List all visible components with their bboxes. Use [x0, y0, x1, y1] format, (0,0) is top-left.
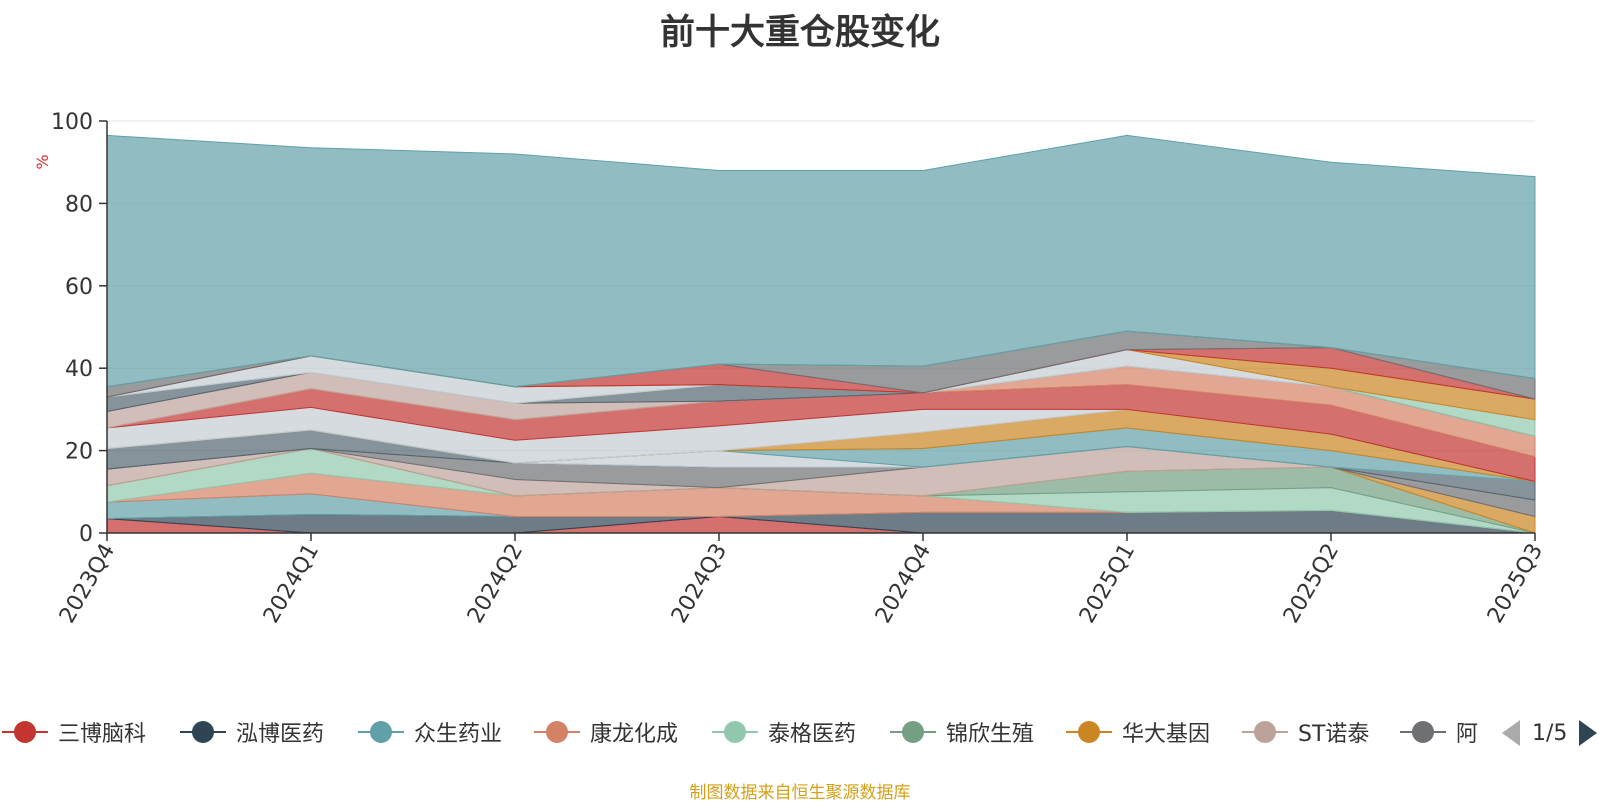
x-tick-label: 2024Q2: [463, 540, 528, 628]
legend-label: 康龙化成: [590, 722, 679, 747]
legend-item[interactable]: 泰格医药: [710, 712, 856, 752]
y-tick-label: 0: [79, 522, 93, 547]
x-tick-label: 2025Q1: [1075, 540, 1140, 628]
legend-marker-icon: [358, 721, 404, 743]
legend-marker-icon: [2, 721, 48, 743]
x-tick-label: 2025Q3: [1483, 540, 1548, 628]
legend-item[interactable]: 三博脑科: [0, 712, 146, 752]
x-tick-label: 2025Q2: [1279, 540, 1344, 628]
x-tick-label: 2024Q4: [871, 540, 936, 628]
legend-prev-page-icon[interactable]: [1500, 718, 1522, 748]
legend-item[interactable]: 康龙化成: [532, 712, 678, 752]
y-tick-label: 100: [51, 110, 93, 135]
x-tick-label: 2023Q4: [55, 540, 120, 628]
area-series-25: [106, 134, 1536, 388]
y-tick-label: 80: [65, 192, 93, 217]
x-tick-label: 2024Q3: [667, 540, 732, 628]
legend-label: 泓博医药: [236, 722, 325, 747]
legend-item[interactable]: 锦欣生殖: [888, 712, 1034, 752]
legend-marker-icon: [712, 721, 758, 743]
legend-marker-icon: [180, 721, 226, 743]
source-note: 制图数据来自恒生聚源数据库: [689, 783, 911, 803]
legend-marker-icon: [1242, 721, 1288, 743]
legend-item[interactable]: 泓博医药: [178, 712, 324, 752]
legend: 三博脑科 泓博医药 众生药业 康龙化成 泰格医药 锦欣生殖 华大基因 ST诺泰 阿: [0, 712, 1600, 752]
legend-item[interactable]: ST诺泰: [1240, 712, 1369, 752]
y-tick-label: 60: [65, 275, 93, 300]
chart-title: 前十大重仓股变化: [659, 13, 940, 53]
legend-label: 锦欣生殖: [946, 722, 1035, 747]
y-axis-unit-label: %: [33, 154, 52, 169]
legend-label: ST诺泰: [1298, 722, 1370, 747]
legend-label: 众生药业: [414, 722, 503, 747]
legend-pager: 1/5: [1500, 718, 1600, 748]
legend-page-indicator: 1/5: [1532, 720, 1568, 746]
legend-marker-icon: [534, 721, 580, 743]
legend-label: 泰格医药: [768, 722, 857, 747]
y-tick-label: 20: [65, 440, 93, 465]
legend-marker-icon: [890, 721, 936, 743]
legend-next-page-icon[interactable]: [1577, 718, 1599, 748]
legend-label: 华大基因: [1122, 722, 1211, 747]
legend-label: 阿: [1456, 722, 1479, 747]
legend-label: 三博脑科: [58, 722, 147, 747]
y-tick-label: 40: [65, 357, 93, 382]
area-series-group: [106, 134, 1536, 534]
legend-marker-icon: [1066, 721, 1112, 743]
legend-item[interactable]: 阿: [1398, 712, 1478, 752]
legend-item[interactable]: 众生药业: [356, 712, 502, 752]
legend-item[interactable]: 华大基因: [1064, 712, 1210, 752]
legend-marker-icon: [1400, 721, 1446, 743]
x-tick-label: 2024Q1: [259, 540, 324, 628]
